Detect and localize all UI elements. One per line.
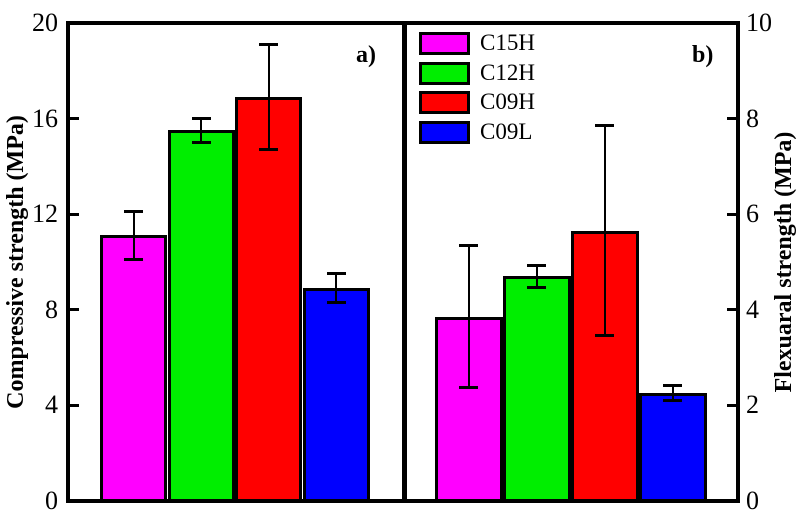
error-cap-top bbox=[191, 117, 211, 120]
panel-a-label: a) bbox=[356, 42, 376, 68]
error-cap-bottom bbox=[595, 334, 615, 338]
legend-item-C15H: C15H bbox=[419, 30, 579, 56]
y-tick-right-8 bbox=[727, 117, 736, 120]
legend-label-C12H: C12H bbox=[480, 59, 535, 85]
y-tick-label-left-4: 4 bbox=[45, 390, 58, 419]
y-tick-right-4 bbox=[727, 308, 736, 311]
legend-swatch-C09L bbox=[419, 120, 470, 144]
error-cap-top bbox=[124, 210, 143, 214]
bar-a-C09L bbox=[302, 288, 370, 503]
y-tick-label-right-4: 4 bbox=[746, 294, 759, 324]
legend-label-C09L: C09L bbox=[480, 118, 533, 144]
error-bar-a-C09L bbox=[335, 273, 337, 303]
legend-swatch-C09H bbox=[419, 91, 470, 114]
error-cap-top bbox=[663, 383, 683, 387]
error-cap-bottom bbox=[124, 257, 143, 261]
y-tick-label-left-12: 12 bbox=[32, 199, 58, 228]
y-tick-label-left-0: 0 bbox=[45, 485, 58, 515]
error-cap-bottom bbox=[191, 140, 211, 144]
error-bar-b-C15H bbox=[467, 245, 470, 388]
y-tick-right-2 bbox=[727, 403, 736, 407]
error-cap-top bbox=[527, 263, 547, 267]
legend-swatch-C12H bbox=[419, 61, 470, 85]
error-cap-bottom bbox=[259, 148, 278, 152]
bar-b-C12H bbox=[502, 276, 571, 503]
y-tick-label-left-20: 20 bbox=[32, 8, 58, 37]
legend-item-C09H: C09H bbox=[419, 89, 579, 115]
error-cap-bottom bbox=[527, 285, 547, 289]
bar-b-C09L bbox=[638, 393, 707, 503]
error-bar-b-C09L bbox=[671, 385, 674, 401]
legend: C15H C12H C09H C09L bbox=[419, 30, 579, 157]
y-tick-left-12 bbox=[70, 212, 79, 216]
error-cap-top bbox=[459, 244, 479, 248]
panel-b-label: b) bbox=[692, 42, 714, 68]
legend-swatch-C15H bbox=[419, 32, 470, 55]
error-cap-bottom bbox=[459, 385, 479, 389]
error-bar-a-C09H bbox=[267, 44, 270, 150]
error-bar-a-C12H bbox=[200, 118, 202, 143]
y-tick-label-right-8: 8 bbox=[746, 103, 759, 133]
y-axis-title-left: Compressive strength (MPa) bbox=[3, 115, 29, 409]
y-tick-left-16 bbox=[70, 117, 79, 120]
error-cap-bottom bbox=[326, 300, 346, 304]
y-tick-right-6 bbox=[727, 212, 736, 216]
y-tick-label-right-2: 2 bbox=[746, 390, 759, 419]
bar-a-C09H bbox=[235, 97, 302, 503]
y-tick-label-right-10: 10 bbox=[746, 8, 772, 37]
error-cap-top bbox=[326, 272, 346, 276]
y-tick-left-8 bbox=[70, 308, 79, 311]
error-bar-b-C09H bbox=[603, 125, 606, 336]
legend-item-C09L: C09L bbox=[419, 118, 579, 145]
error-bar-a-C15H bbox=[132, 211, 135, 260]
legend-label-C15H: C15H bbox=[480, 30, 535, 55]
error-bar-b-C12H bbox=[535, 265, 538, 288]
error-cap-top bbox=[259, 42, 278, 46]
error-cap-bottom bbox=[663, 399, 683, 403]
panel-divider bbox=[402, 21, 407, 503]
y-tick-label-left-8: 8 bbox=[45, 294, 58, 324]
y-tick-label-left-16: 16 bbox=[32, 103, 58, 133]
legend-item-C12H: C12H bbox=[419, 59, 579, 86]
bar-a-C15H bbox=[100, 235, 167, 503]
y-tick-left-4 bbox=[70, 403, 79, 407]
error-cap-top bbox=[595, 124, 615, 128]
y-tick-label-right-6: 6 bbox=[746, 199, 759, 228]
bar-a-C12H bbox=[167, 130, 235, 503]
y-axis-title-right: Flexuaral strength (MPa) bbox=[771, 131, 797, 393]
y-tick-label-right-0: 0 bbox=[746, 485, 759, 515]
legend-label-C09H: C09H bbox=[480, 89, 535, 114]
